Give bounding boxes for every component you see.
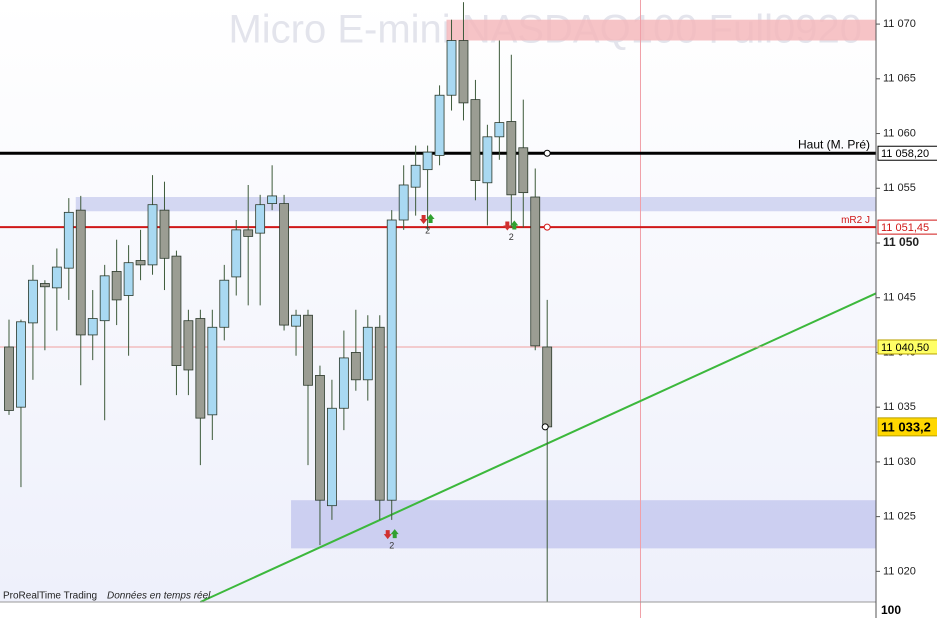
candle-body (542, 346, 553, 428)
buy-arrow (510, 220, 519, 230)
candle-body (315, 375, 325, 501)
candle-body (231, 229, 242, 278)
candle-body (207, 326, 218, 416)
candle-body (4, 346, 14, 411)
candle-body (398, 184, 409, 221)
candle-body (279, 203, 289, 326)
annotation: 2 (509, 232, 514, 242)
zone (446, 19, 876, 41)
volume-axis-label: 100 (881, 603, 901, 617)
candle-body (99, 275, 110, 322)
candle-body (123, 262, 134, 296)
buy-arrow (426, 213, 435, 223)
candle-body (63, 211, 74, 269)
candle-body (362, 326, 373, 381)
sell-arrow (419, 214, 428, 224)
footer-brand: ProRealTime Trading (3, 591, 97, 602)
y-tick-label: 11 060 (883, 127, 916, 139)
level-name: Haut (M. Pré) (798, 137, 870, 151)
candle-body (350, 352, 361, 381)
buy-arrow (390, 529, 399, 539)
candle-body (482, 136, 493, 184)
sell-arrow (383, 530, 392, 540)
candle-body (434, 94, 445, 156)
candle-body (159, 209, 170, 259)
annotation: 2 (425, 225, 430, 235)
level-name: mR2 J (841, 215, 870, 226)
price-label: 11 033,2 (881, 419, 931, 434)
annotation: 2 (389, 541, 394, 551)
y-tick-label: 11 070 (883, 18, 916, 30)
y-tick-label: 11 055 (883, 182, 916, 194)
y-tick-label: 11 065 (883, 73, 916, 85)
y-tick-label: 11 025 (883, 511, 916, 523)
candle-body (338, 357, 349, 409)
candle-body (16, 321, 26, 408)
zone (291, 500, 876, 549)
candle-body (147, 204, 158, 266)
candle-body (422, 151, 433, 171)
candle-body (39, 283, 50, 288)
price-box (877, 145, 937, 161)
price-box (877, 339, 937, 355)
candle-body (410, 164, 421, 188)
candle-body (386, 219, 397, 501)
price-label: 11 040,50 (881, 342, 929, 354)
candle-body (470, 99, 481, 181)
level-marker (543, 223, 551, 231)
price-box (877, 417, 937, 437)
price-box (877, 219, 937, 235)
candle-body (87, 318, 98, 336)
footer-note: Données en temps réel (107, 591, 211, 602)
candle-body (446, 40, 457, 96)
candle-body (518, 147, 529, 194)
candle-body (530, 196, 541, 347)
y-tick-label: 11 030 (883, 456, 916, 468)
price-label: 11 058,20 (881, 148, 929, 160)
candle-body (327, 407, 337, 507)
candle-body (171, 255, 182, 366)
candle-body (494, 122, 505, 138)
candle-body (303, 314, 313, 386)
plot: Haut (M. Pré) mR2 J 2 2 2 (0, 0, 877, 618)
candle-body (111, 271, 122, 301)
candle-body (135, 260, 146, 266)
candle-body (28, 279, 38, 324)
price-marker (541, 423, 549, 431)
y-tick-label: 11 035 (883, 401, 916, 413)
candle-body (255, 204, 266, 234)
candle-body (75, 209, 86, 336)
sell-arrow (503, 221, 512, 231)
candle-body (374, 326, 385, 501)
candle-body (506, 121, 517, 196)
candle-body (183, 320, 194, 371)
candle-body (267, 195, 278, 204)
candle-body (458, 40, 469, 104)
candle-body (291, 314, 301, 327)
y-tick-label: 11 020 (883, 565, 916, 577)
candle-body (195, 318, 206, 419)
candle-body (219, 279, 230, 328)
y-tick-label: 11 050 (883, 235, 919, 249)
candle-body (243, 229, 254, 237)
candle-body (51, 266, 62, 289)
trend-line (199, 292, 877, 603)
price-label: 11 051,45 (881, 222, 929, 234)
level-marker (543, 149, 551, 157)
y-tick-label: 11 045 (883, 292, 916, 304)
